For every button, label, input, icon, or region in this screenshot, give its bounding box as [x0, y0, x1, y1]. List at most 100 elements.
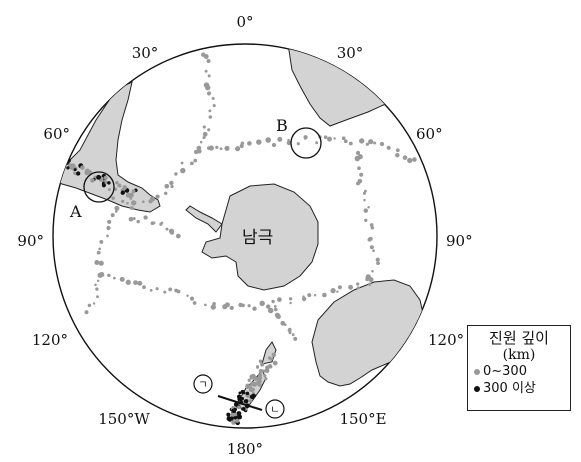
epicenter-dot [373, 141, 377, 145]
epicenter-dot [348, 141, 353, 146]
epicenter-dot [115, 210, 118, 213]
epicenter-dot [280, 320, 286, 326]
epicenter-dot [375, 257, 380, 262]
longitude-label-180: 180° [227, 440, 263, 458]
epicenter-dot [395, 148, 400, 153]
legend-swatch-shallow [474, 368, 480, 375]
epicenter-dot [164, 183, 170, 189]
epicenter-dot [163, 191, 168, 196]
epicenter-dot [96, 279, 100, 283]
epicenter-dot [189, 296, 195, 301]
epicenter-dot [343, 139, 348, 144]
epicenter-dot [337, 285, 342, 290]
epicenter-dot [106, 225, 111, 231]
epicenter-dot [379, 141, 385, 147]
epicenter-dot [202, 131, 208, 137]
epicenter-dot [203, 54, 209, 59]
marker-nieun-circle [265, 399, 285, 419]
epicenter-dot [80, 165, 85, 170]
epicenter-dot [323, 135, 328, 139]
marker-giyeok: ㄱ [198, 380, 207, 391]
epicenter-dot [288, 297, 293, 301]
epicenter-dot [248, 387, 254, 393]
antarctica [201, 183, 319, 291]
epicenter-dot [57, 162, 63, 168]
epicenter-dot [120, 190, 125, 195]
epicenter-dot [369, 245, 374, 250]
epicenter-dot [240, 141, 245, 146]
epicenter-dot [99, 239, 104, 244]
epicenter-dot [98, 247, 102, 251]
epicenter-dot [64, 155, 69, 160]
epicenter-dot [258, 376, 263, 380]
epicenter-dot [163, 290, 167, 294]
epicenter-dot [407, 157, 413, 164]
legend-title: 진원 깊이 [489, 329, 549, 347]
legend-item-deep: 300 이상 [468, 380, 570, 397]
epicenter-dot [113, 276, 116, 280]
epicenter-dot [272, 360, 278, 366]
epicenter-dot [215, 145, 219, 150]
epicenter-dot [204, 69, 208, 73]
epicenter-dot [137, 280, 143, 286]
legend-label-deep: 300 이상 [483, 381, 536, 396]
epicenter-dot [96, 250, 101, 255]
longitude-label-90e: 90° [446, 232, 473, 250]
epicenter-dot [206, 91, 212, 96]
legend-unit: (km) [502, 347, 536, 363]
epicenter-dot [252, 306, 257, 311]
epicenter-dot [199, 140, 203, 144]
epicenter-dot [207, 74, 211, 78]
epicenter-dot [237, 405, 241, 410]
epicenter-dot [94, 283, 97, 287]
longitude-label-150w: 150°W [98, 410, 150, 428]
longitude-label-0: 0° [236, 13, 253, 31]
epicenter-dot [371, 269, 374, 273]
epicenter-dot [288, 330, 292, 335]
longitude-label-150e: 150°E [339, 410, 386, 428]
epicenter-dot [238, 391, 242, 395]
epicenter-dot [258, 373, 263, 378]
epicenter-dot [263, 374, 267, 378]
epicenter-dot [341, 136, 346, 141]
epicenter-dot [241, 406, 246, 411]
epicenter-dot [395, 152, 400, 158]
epicenter-dot [238, 396, 242, 400]
epicenter-dot [73, 168, 77, 172]
epicenter-dot [131, 200, 137, 206]
epicenter-dot [257, 382, 262, 387]
epicenter-dot [258, 359, 263, 364]
epicenter-dot [101, 183, 106, 188]
epicenter-dot [243, 399, 248, 403]
epicenter-dot [356, 181, 360, 186]
epicenter-dot [269, 357, 274, 361]
epicenter-dot [289, 301, 292, 305]
epicenter-dot [60, 162, 65, 168]
epicenter-dot [367, 205, 370, 209]
epicenter-dot [136, 219, 140, 224]
epicenter-dot [207, 128, 211, 132]
epicenter-dot [176, 289, 181, 294]
epicenter-dot [231, 420, 236, 425]
epicenter-dot [245, 391, 250, 396]
marker-a: A [69, 202, 82, 221]
epicenter-dot [155, 287, 159, 291]
epicenter-dot [224, 302, 230, 308]
epicenter-dot [165, 227, 169, 231]
epicenter-dot [204, 84, 211, 91]
epicenter-dot [95, 287, 99, 291]
epicenter-dot [322, 292, 327, 298]
epicenter-dot [367, 282, 372, 286]
epicenter-dot [114, 205, 120, 211]
epicenter-dot [202, 125, 206, 129]
epicenter-dot [98, 260, 104, 266]
epicenter-dot [55, 160, 61, 167]
epicenter-dot [233, 407, 237, 412]
epicenter-dot [169, 180, 174, 186]
epicenter-dot [104, 180, 108, 185]
epicenter-dot [208, 115, 213, 119]
legend-label-shallow: 0~300 [483, 364, 527, 379]
epicenter-dot [336, 290, 339, 293]
epicenter-dot [269, 365, 273, 369]
